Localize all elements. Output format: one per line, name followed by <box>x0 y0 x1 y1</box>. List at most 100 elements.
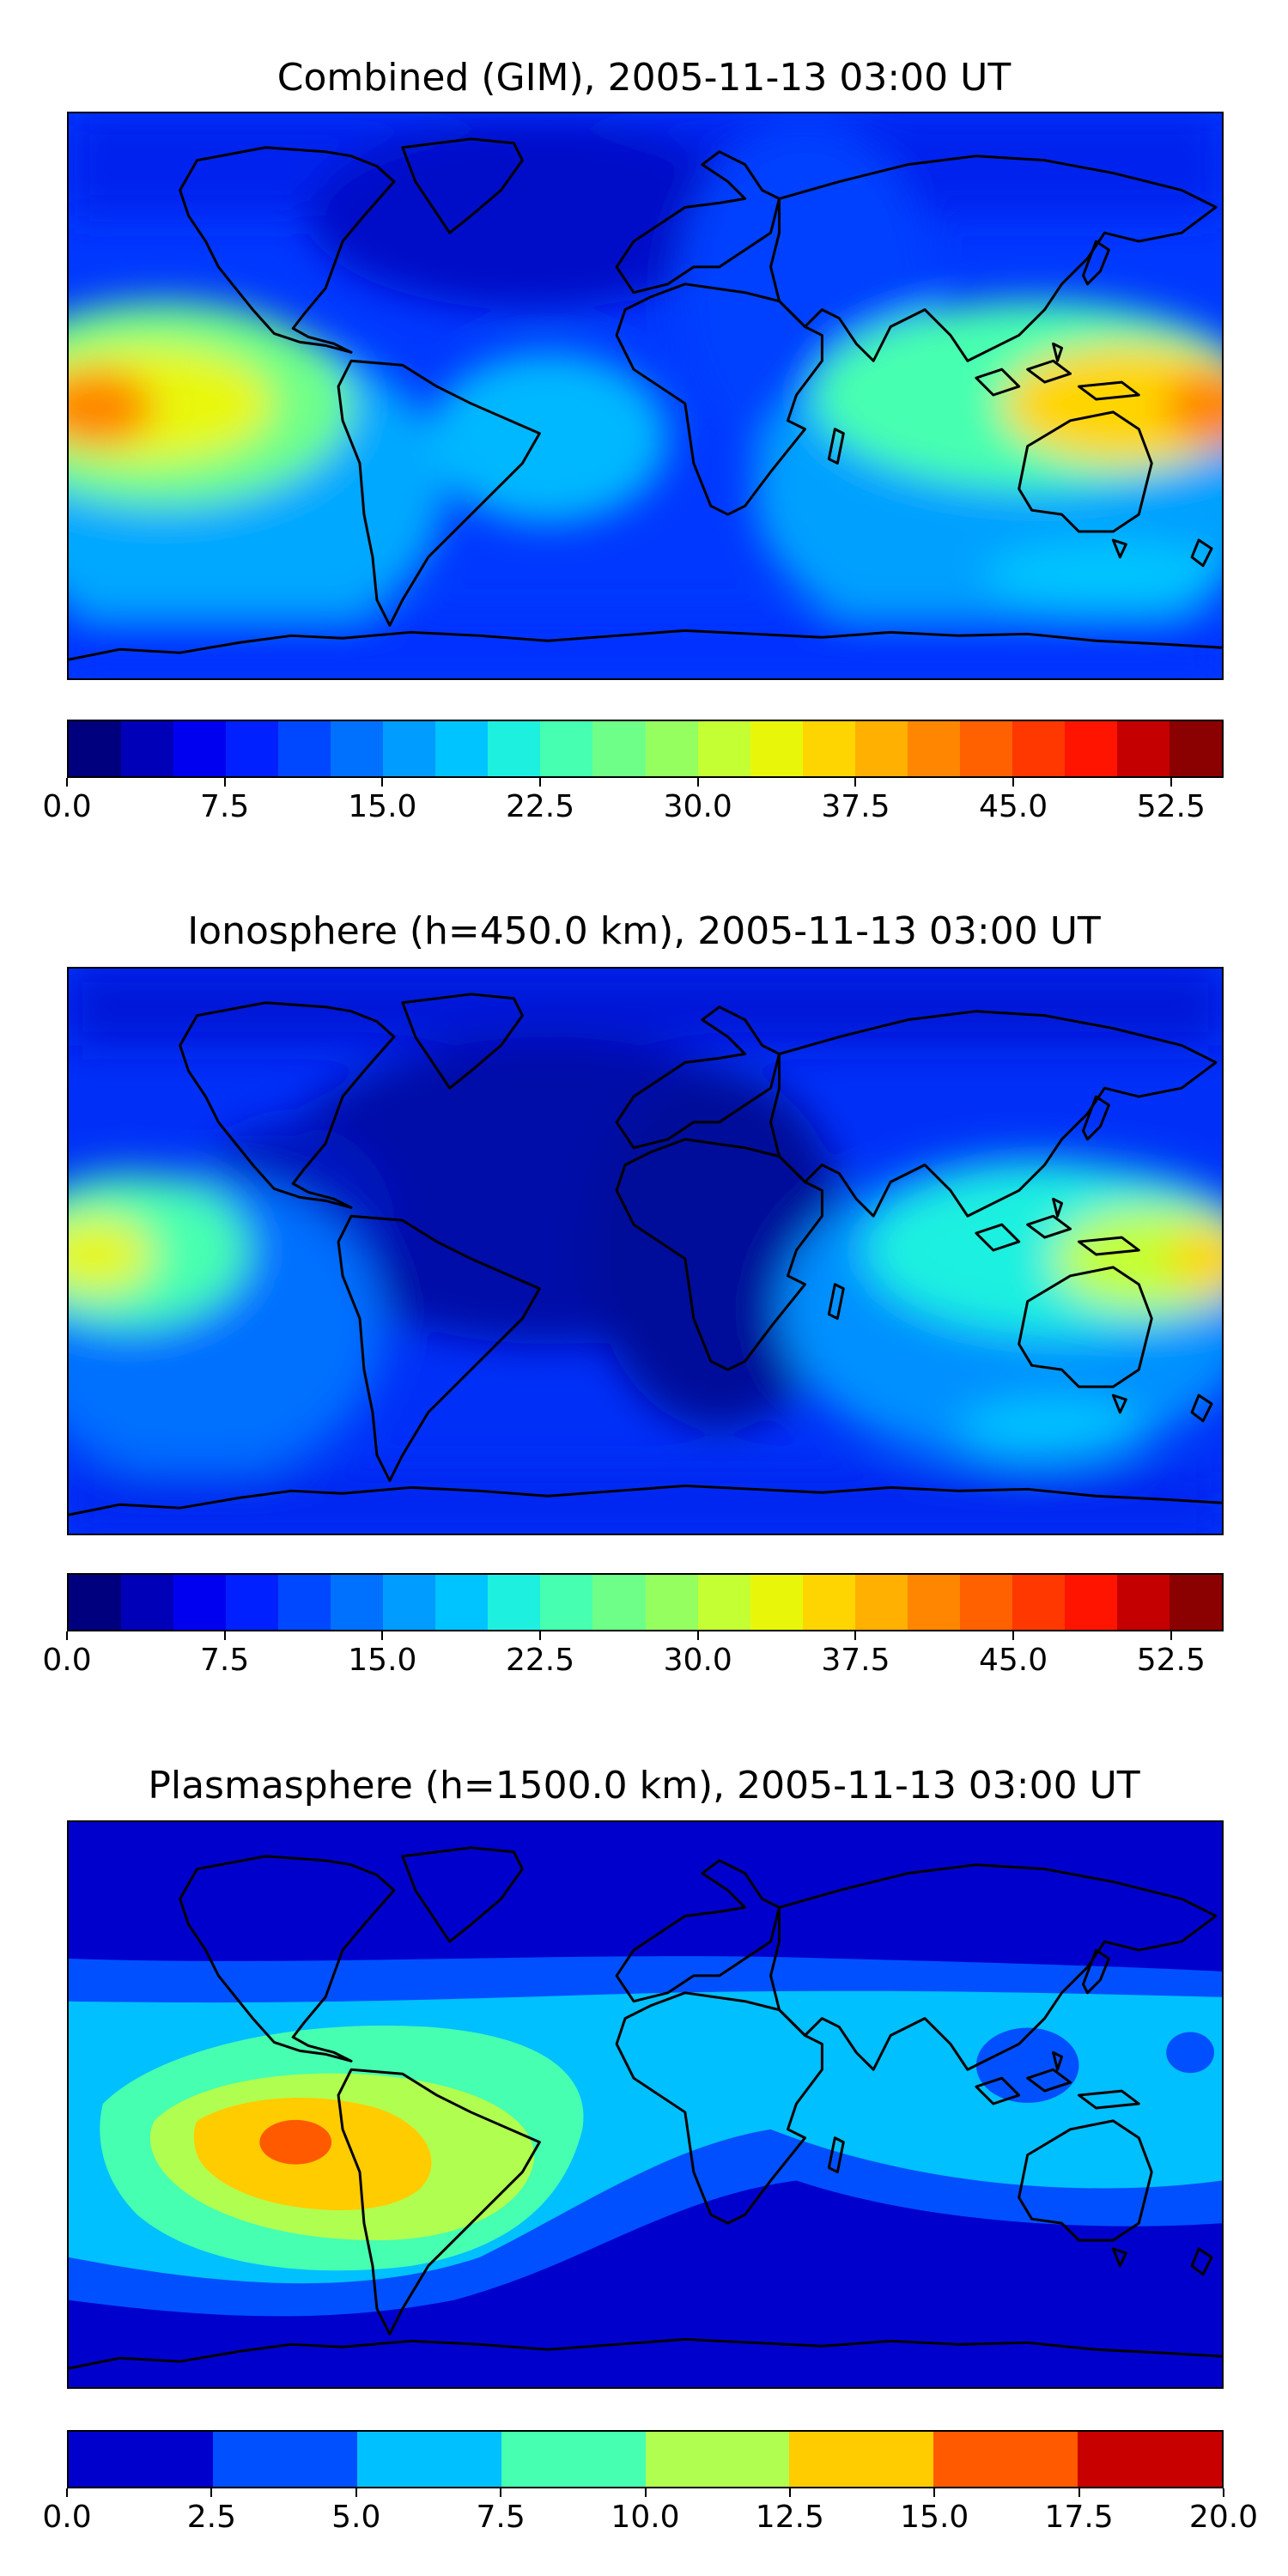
colorbar-tick-label: 52.5 <box>1136 1643 1206 1678</box>
colorbar-segment <box>802 721 855 776</box>
colorbar-tick <box>644 2488 647 2497</box>
colorbar-segment <box>226 721 279 776</box>
colorbar-tick-label: 22.5 <box>505 1643 575 1678</box>
colorbar-segment <box>173 721 227 776</box>
colorbar-segment <box>540 1575 593 1630</box>
colorbar-segment <box>1012 721 1065 776</box>
colorbar-tick <box>1012 778 1015 787</box>
colorbar-segment <box>750 721 803 776</box>
colorbar-tick <box>933 2488 936 2497</box>
colorbar-segment <box>1169 1575 1222 1630</box>
tec-map-plasmasphere <box>67 1820 1224 2389</box>
panel-title: Plasmasphere (h=1500.0 km), 2005-11-13 0… <box>148 1764 1140 1807</box>
colorbar-tick-label: 45.0 <box>979 789 1048 824</box>
colorbar-tick <box>500 2488 502 2497</box>
colorbar-segment <box>697 1575 750 1630</box>
colorbar-tick <box>1170 778 1172 787</box>
colorbar-tick <box>696 778 699 787</box>
colorbar-tick <box>1012 1631 1015 1640</box>
colorbar-tick <box>66 2488 68 2497</box>
colorbar-tick <box>223 1631 226 1640</box>
colorbar-tick <box>1170 1631 1172 1640</box>
colorbar-tick-label: 12.5 <box>755 2500 824 2535</box>
colorbar-segment <box>488 721 541 776</box>
colorbar-segment <box>212 2432 357 2487</box>
colorbar-segment <box>1169 721 1222 776</box>
colorbar-segment <box>69 2432 213 2487</box>
colorbar-segment <box>697 721 750 776</box>
tec-map-ionosphere <box>67 967 1224 1535</box>
tec-map-combined-svg <box>69 113 1222 678</box>
colorbar-tick-label: 37.5 <box>821 789 890 824</box>
colorbar-tick <box>381 778 384 787</box>
colorbar-segment <box>1064 1575 1117 1630</box>
colorbar-tick-label: 20.0 <box>1188 2500 1259 2535</box>
colorbar-segment <box>356 2432 501 2487</box>
colorbar-segment <box>750 1575 803 1630</box>
colorbar-segment <box>1012 1575 1065 1630</box>
colorbar-segment <box>435 721 489 776</box>
colorbar-tick-label: 30.0 <box>663 789 732 824</box>
tec-map-combined <box>67 112 1224 680</box>
colorbar-tick <box>210 2488 213 2497</box>
colorbar-tick <box>1223 2488 1224 2497</box>
colorbar-tick-label: 7.5 <box>200 1643 250 1678</box>
colorbar-segment <box>802 1575 855 1630</box>
colorbar-tick-label: 15.0 <box>900 2500 969 2535</box>
colorbar-tick-label: 45.0 <box>979 1643 1048 1678</box>
colorbar-tick <box>381 1631 384 1640</box>
panel-title: Ionosphere (h=450.0 km), 2005-11-13 03:0… <box>187 909 1101 953</box>
colorbar-combined <box>67 720 1224 778</box>
colorbar-segment <box>645 1575 698 1630</box>
colorbar-segment <box>69 721 122 776</box>
colorbar-segment <box>789 2432 934 2487</box>
colorbar-tick-label: 22.5 <box>505 789 575 824</box>
colorbar-tick-label: 0.0 <box>42 789 92 824</box>
colorbar-segment <box>173 1575 227 1630</box>
colorbar-tick <box>696 1631 699 1640</box>
colorbar-tick-label: 0.0 <box>42 2500 92 2535</box>
colorbar-segment <box>959 721 1012 776</box>
colorbar-segment <box>331 1575 384 1630</box>
colorbar-tick <box>539 778 542 787</box>
colorbar-segment <box>278 721 331 776</box>
colorbar-segment <box>933 2432 1078 2487</box>
colorbar-segment <box>907 721 960 776</box>
colorbar-tick-label: 10.0 <box>611 2500 680 2535</box>
colorbar-tick-label: 7.5 <box>200 789 250 824</box>
colorbar-tick <box>66 778 68 787</box>
colorbar-segment <box>121 721 174 776</box>
colorbar-segment <box>592 721 646 776</box>
colorbar-segment <box>540 721 593 776</box>
colorbar-tick <box>66 1631 68 1640</box>
colorbar-tick-label: 7.5 <box>476 2500 526 2535</box>
colorbar-tick <box>854 1631 857 1640</box>
colorbar-segment <box>121 1575 174 1630</box>
colorbar-tick <box>223 778 226 787</box>
colorbar-segment <box>907 1575 960 1630</box>
colorbar-segment <box>1078 2432 1222 2487</box>
colorbar-segment <box>645 2432 790 2487</box>
tec-map-ionosphere-svg <box>69 969 1222 1534</box>
colorbar-tick <box>539 1631 542 1640</box>
colorbar-tick-label: 0.0 <box>42 1643 92 1678</box>
colorbar-segment <box>1116 721 1170 776</box>
colorbar-segment <box>1064 721 1117 776</box>
colorbar-tick <box>788 2488 791 2497</box>
colorbar-segment <box>1116 1575 1170 1630</box>
colorbar-segment <box>331 721 384 776</box>
colorbar-tick <box>854 778 857 787</box>
colorbar-segment <box>854 721 908 776</box>
colorbar-segment <box>69 1575 122 1630</box>
colorbar-tick-label: 2.5 <box>186 2500 236 2535</box>
colorbar-tick-label: 37.5 <box>821 1643 890 1678</box>
colorbar-tick <box>1078 2488 1080 2497</box>
colorbar-segment <box>854 1575 908 1630</box>
colorbar-tick-label: 17.5 <box>1044 2500 1114 2535</box>
colorbar-tick-label: 30.0 <box>663 1643 732 1678</box>
colorbar-segment <box>435 1575 489 1630</box>
colorbar-ionosphere <box>67 1573 1224 1631</box>
colorbar-plasmasphere <box>67 2430 1224 2488</box>
colorbar-segment <box>645 721 698 776</box>
colorbar-segment <box>226 1575 279 1630</box>
